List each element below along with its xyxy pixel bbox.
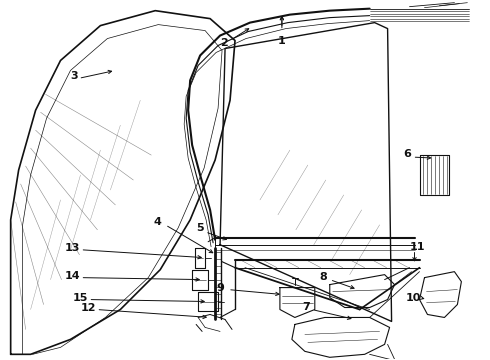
Text: 5: 5 bbox=[196, 223, 204, 233]
Text: 15: 15 bbox=[73, 293, 88, 302]
Text: 14: 14 bbox=[65, 271, 80, 281]
Text: 7: 7 bbox=[302, 302, 310, 311]
Text: 3: 3 bbox=[71, 71, 78, 81]
Text: 4: 4 bbox=[153, 217, 161, 227]
Text: 12: 12 bbox=[81, 302, 96, 312]
Text: 13: 13 bbox=[65, 243, 80, 253]
Text: 10: 10 bbox=[406, 293, 421, 302]
Text: 8: 8 bbox=[319, 272, 327, 282]
Text: 11: 11 bbox=[410, 242, 425, 252]
Text: 2: 2 bbox=[220, 37, 228, 48]
Text: 6: 6 bbox=[404, 149, 412, 159]
Text: 9: 9 bbox=[216, 283, 224, 293]
Text: 1: 1 bbox=[278, 36, 286, 46]
